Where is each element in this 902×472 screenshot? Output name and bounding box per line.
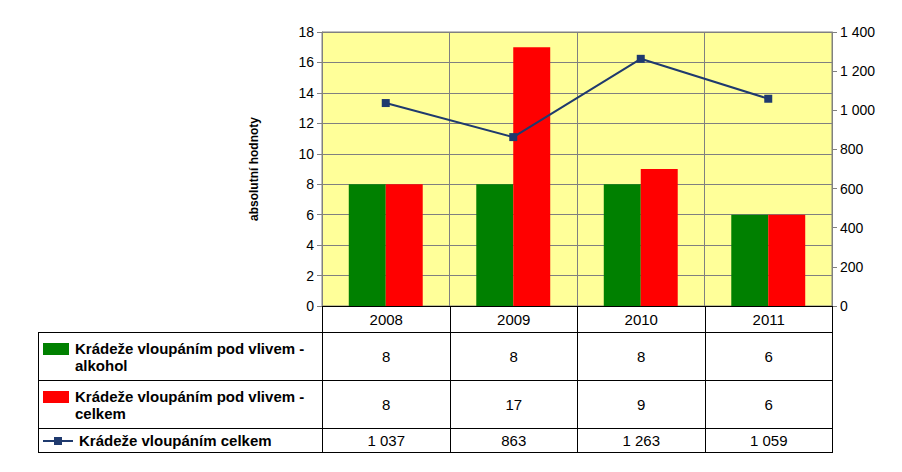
html-text:1 263: 1 263 [622,432,660,449]
html-text:17: 17 [505,396,523,413]
svg-text:18: 18 [298,24,314,40]
html-text:8: 8 [509,348,518,365]
html-text:2011: 2011 [752,311,785,328]
html-text:Krádeže vloupáním pod vlivem -: Krádeže vloupáním pod vlivem - celkem [75,387,305,422]
html-text:863: 863 [501,432,527,449]
svg-text:16: 16 [298,54,314,70]
svg-text:1 200: 1 200 [840,63,875,79]
svg-text:1 000: 1 000 [840,102,875,118]
html-text:8: 8 [382,396,391,413]
svg-text:absolutní hodnoty: absolutní hodnoty [247,117,261,221]
svg-text:6: 6 [306,207,314,223]
svg-text:12: 12 [298,115,314,131]
html-text:2008: 2008 [369,311,403,328]
html-text:6: 6 [764,348,773,365]
svg-text:2: 2 [306,268,314,284]
html-text:6: 6 [764,396,773,413]
svg-text:14: 14 [298,85,314,101]
html-text:Krádeže vloupáním celkem: Krádeže vloupáním celkem [79,432,272,449]
svg-text:4: 4 [306,237,314,253]
html-text:8: 8 [637,348,646,365]
svg-text:0: 0 [306,298,314,314]
html-text:2009: 2009 [497,311,531,328]
html-text:1 037: 1 037 [367,432,405,449]
svg-text:8: 8 [306,176,314,192]
svg-text:10: 10 [298,146,314,162]
html-text:2010: 2010 [624,311,658,328]
svg-text:200: 200 [840,259,864,275]
svg-text:0: 0 [840,298,848,314]
html-text:9: 9 [637,396,646,413]
html-text:8: 8 [382,348,391,365]
svg-text:400: 400 [840,220,864,236]
html-text:Krádeže vloupáním pod vlivem -: Krádeže vloupáním pod vlivem - alkohol [75,339,305,374]
svg-text:800: 800 [840,141,864,157]
html-text:1 059: 1 059 [750,432,788,449]
svg-text:1 400: 1 400 [840,24,875,40]
svg-text:600: 600 [840,181,864,197]
